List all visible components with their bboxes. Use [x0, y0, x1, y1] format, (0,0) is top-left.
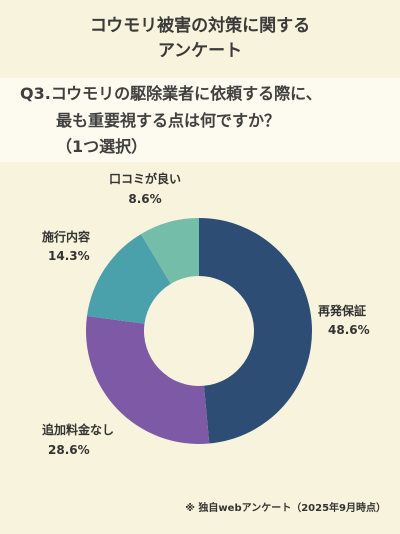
- slices: [86, 218, 313, 444]
- labels: 再発保証 48.6% 追加料金なし 28.6% 施行内容 14.3% 口コミが良い 8.6%: [42, 171, 370, 457]
- title-line-2: アンケート: [157, 41, 243, 61]
- footnote: ※ 独自webアンケート（2025年9月時点）: [185, 503, 386, 514]
- value-no-extra-fee: 28.6%: [48, 443, 90, 457]
- label-no-extra-fee: 追加料金なし: [42, 422, 114, 437]
- question-line-1: Q3.コウモリの駆除業者に依頼する際に、: [20, 84, 322, 103]
- question-line-3: （1つ選択）: [56, 137, 148, 156]
- label-reoccurrence-guarantee: 再発保証: [318, 303, 366, 318]
- value-good-reviews: 8.6%: [128, 192, 161, 206]
- question-box: Q3.コウモリの駆除業者に依頼する際に、 最も重要視する点は何ですか？ （1つ選…: [0, 78, 400, 162]
- chart-area: 再発保証 48.6% 追加料金なし 28.6% 施行内容 14.3% 口コミが良い 8.6%: [0, 162, 400, 530]
- label-work-content: 施行内容: [42, 229, 90, 244]
- slice-reoccurrence-guarantee: [199, 218, 313, 444]
- value-reoccurrence-guarantee: 48.6%: [328, 323, 370, 337]
- value-work-content: 14.3%: [48, 249, 90, 263]
- donut-chart: 再発保証 48.6% 追加料金なし 28.6% 施行内容 14.3% 口コミが良い 8.6%: [42, 171, 370, 457]
- page-title: コウモリ被害の対策に関する アンケート: [0, 14, 400, 64]
- label-good-reviews: 口コミが良い: [109, 171, 181, 186]
- title-line-1: コウモリ被害の対策に関する: [89, 16, 311, 36]
- slice-no-extra-fee: [86, 315, 210, 444]
- slice-good-reviews: [140, 218, 199, 284]
- question-line-2: 最も重要視する点は何ですか？: [56, 111, 281, 130]
- slice-work-content: [87, 234, 171, 324]
